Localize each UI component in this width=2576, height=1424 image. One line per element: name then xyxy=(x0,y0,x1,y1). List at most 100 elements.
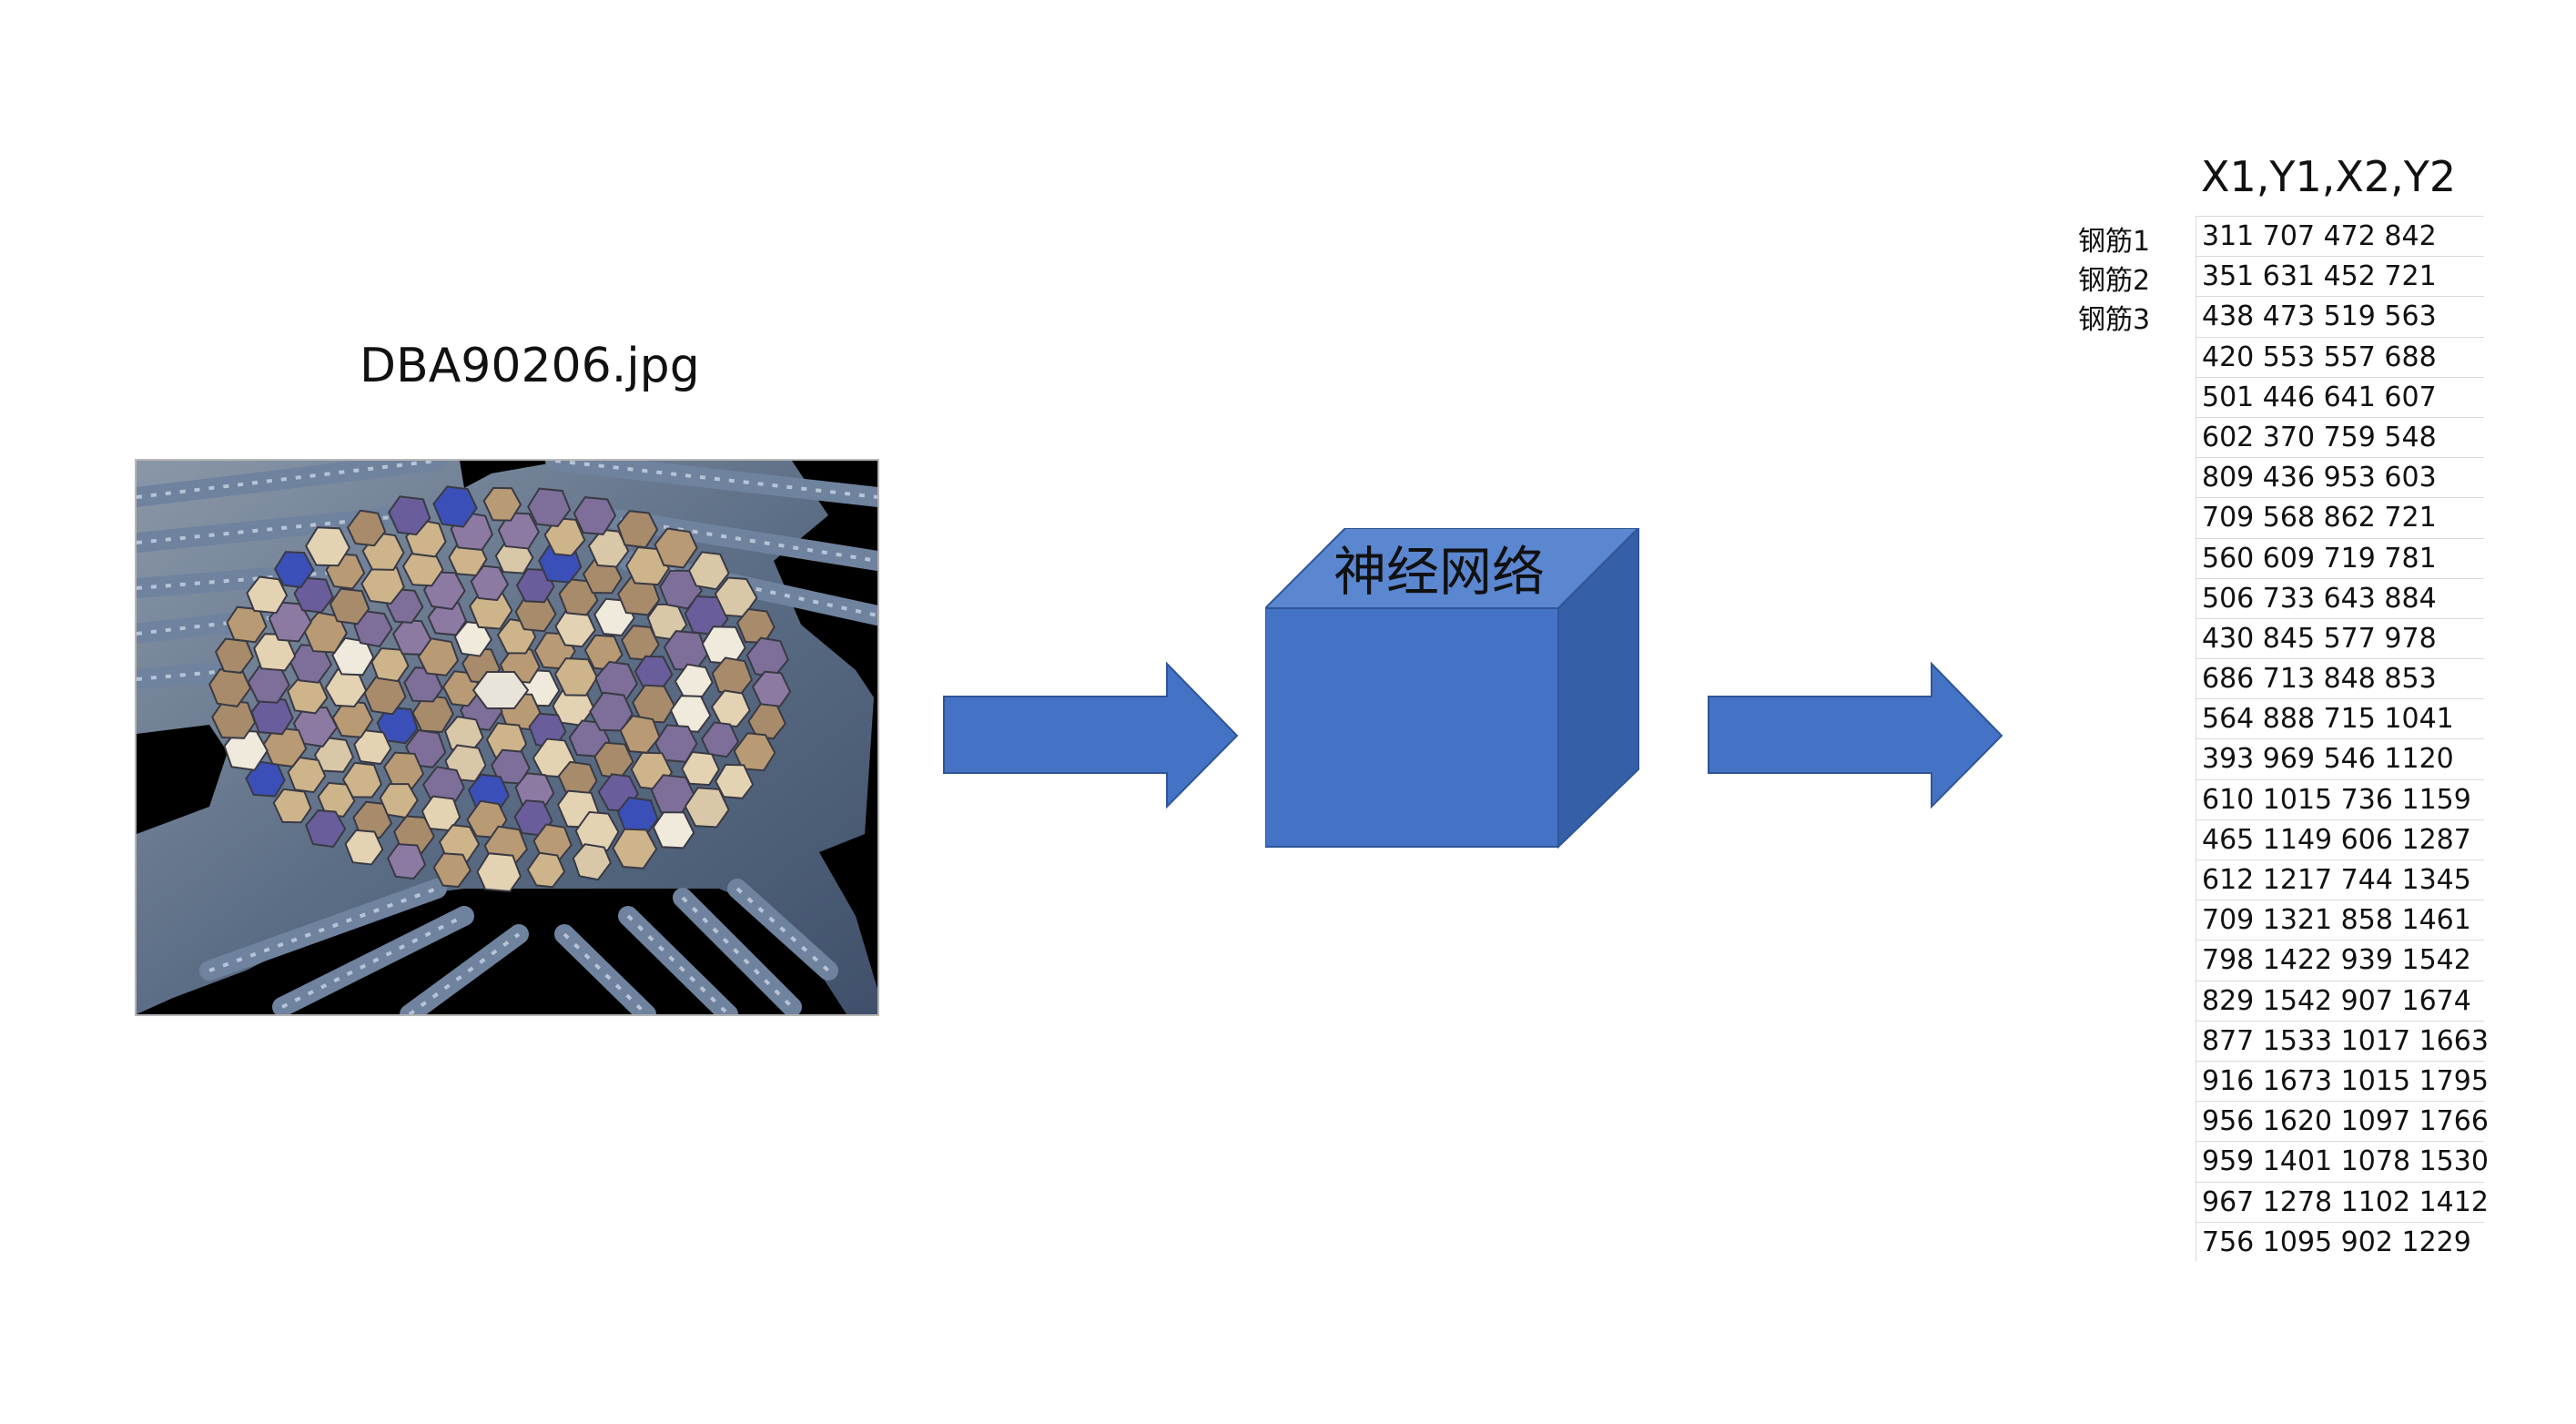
rebar-end xyxy=(293,576,334,614)
coordinates-header: X1,Y1,X2,Y2 xyxy=(2201,152,2457,201)
coordinate-row: 351 631 452 721 xyxy=(2196,256,2484,296)
rebar-end xyxy=(543,517,586,557)
coordinate-row: 686 713 848 853 xyxy=(2196,658,2484,698)
rebar-rod-ridge xyxy=(735,887,830,972)
rebar-rod-ridge xyxy=(281,914,465,1009)
rebar-end xyxy=(272,788,312,824)
rebar-end xyxy=(360,563,405,605)
row-label: 钢筋1 xyxy=(2078,226,2151,258)
rebar-end xyxy=(305,809,347,849)
rebar-end xyxy=(223,729,269,771)
coordinate-row: 959 1401 1078 1530 xyxy=(2196,1141,2489,1181)
rebar-end xyxy=(587,528,630,568)
rebar-end xyxy=(353,610,393,648)
rebar-end xyxy=(710,689,751,728)
rebar-end xyxy=(329,587,370,626)
rebar-end xyxy=(417,637,460,676)
coordinate-row: 612 1217 744 1345 xyxy=(2196,859,2484,900)
rebar-end xyxy=(344,829,384,866)
rebar-rod-ridge xyxy=(626,914,730,1014)
rebar-end xyxy=(574,810,620,852)
coordinate-row: 564 888 715 1041 xyxy=(2196,698,2484,738)
coordinate-row: 465 1149 606 1287 xyxy=(2196,819,2484,859)
rebar-rod-ridge xyxy=(137,568,365,590)
rebar-end xyxy=(751,670,792,707)
coordinate-row: 967 1278 1102 1412 xyxy=(2196,1181,2489,1222)
rebar-rod-ridge xyxy=(563,932,648,1014)
rebar-end xyxy=(684,787,730,829)
rebar-end xyxy=(747,703,786,740)
neural-network-box xyxy=(1265,528,1640,849)
rebar-end xyxy=(482,486,522,522)
rebar-end xyxy=(616,510,659,549)
row-label: 钢筋3 xyxy=(2078,304,2151,336)
rebar-end xyxy=(715,763,755,799)
rebar-end xyxy=(669,695,712,733)
rebar-end xyxy=(427,599,468,636)
rebar-end xyxy=(654,527,698,569)
rebar-rod-ridge xyxy=(208,887,438,972)
coordinate-row: 916 1673 1015 1795 xyxy=(2196,1060,2489,1101)
rebar-end xyxy=(553,657,599,697)
rebar-end xyxy=(472,671,530,709)
rebar-end xyxy=(526,851,566,889)
coordinate-row: 430 845 577 978 xyxy=(2196,617,2484,658)
rebar-end xyxy=(391,619,432,656)
rebar-rod xyxy=(400,924,529,1014)
rebar-end xyxy=(246,575,289,615)
rebar-end xyxy=(632,684,676,724)
rebar-rod-ridge xyxy=(137,614,292,636)
rebar-end xyxy=(387,843,427,880)
rebar-end xyxy=(346,509,387,547)
rebar-end xyxy=(612,828,658,870)
coordinate-row: 393 969 546 1120 xyxy=(2196,738,2484,778)
arrow-to-model xyxy=(943,661,1239,809)
rebar-end xyxy=(292,706,339,748)
coordinate-row: 756 1095 902 1229 xyxy=(2196,1221,2484,1262)
coordinate-row: 798 1422 939 1542 xyxy=(2196,940,2484,980)
rebar-end xyxy=(652,811,695,849)
rebar-end xyxy=(681,750,720,787)
coordinate-row: 506 733 643 884 xyxy=(2196,577,2484,618)
rebar-end xyxy=(383,751,425,789)
coordinate-row: 709 1321 858 1461 xyxy=(2196,900,2484,940)
rebar-end xyxy=(497,512,541,550)
rebar-end xyxy=(211,698,257,739)
rebar-end xyxy=(313,737,355,773)
rebar-rod-ridge xyxy=(137,461,438,499)
rebar-end xyxy=(388,495,431,536)
coordinate-row: 709 568 862 721 xyxy=(2196,497,2484,537)
row-labels: 钢筋1 钢筋2 钢筋3 xyxy=(2078,222,2150,340)
coordinate-row: 438 473 519 563 xyxy=(2196,296,2484,336)
rebar-end xyxy=(287,756,327,794)
rebar-end xyxy=(527,487,572,528)
rebar-rod-ridge xyxy=(137,668,238,681)
rebar-end xyxy=(341,761,383,798)
rebar-end xyxy=(572,843,613,881)
coordinate-row: 420 553 557 688 xyxy=(2196,336,2484,377)
rebar-end xyxy=(616,796,659,835)
rebar-end xyxy=(476,852,522,893)
input-filename: DBA90206.jpg xyxy=(360,339,700,393)
rebar-end xyxy=(432,852,472,889)
coordinates-table: 311 707 472 842 351 631 452 721 438 473 51… xyxy=(2196,216,2489,1262)
coordinate-row: 602 370 759 548 xyxy=(2196,416,2484,457)
rebar-end xyxy=(432,485,478,528)
coordinate-row: 829 1542 907 1674 xyxy=(2196,980,2484,1021)
rebar-end xyxy=(353,729,392,766)
rebar-end xyxy=(317,781,356,818)
rebar-end xyxy=(245,760,286,798)
rebar-end xyxy=(573,496,617,535)
rebar-end xyxy=(352,800,393,839)
neural-network-label: 神经网络 xyxy=(1334,541,1546,603)
rebar-end xyxy=(305,526,351,567)
coordinate-row: 560 609 719 781 xyxy=(2196,537,2484,578)
rebar-end xyxy=(733,732,776,772)
rebar-end xyxy=(376,706,419,745)
rebar-photo-graphic xyxy=(137,461,877,1014)
rebar-end xyxy=(687,551,730,591)
coordinate-row: 956 1620 1097 1766 xyxy=(2196,1101,2489,1141)
rebar-end xyxy=(700,721,740,758)
rebar-bundle-photo xyxy=(135,459,879,1016)
coordinate-row: 311 707 472 842 xyxy=(2196,216,2484,256)
